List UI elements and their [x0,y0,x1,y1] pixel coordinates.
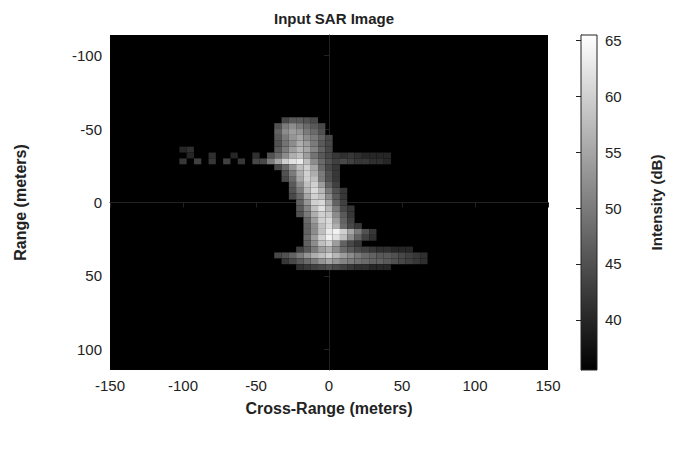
svg-text:65: 65 [605,32,622,49]
svg-text:45: 45 [605,255,622,272]
svg-text:-50: -50 [80,121,102,138]
svg-text:40: 40 [605,311,622,328]
svg-text:50: 50 [394,377,411,394]
svg-text:50: 50 [85,267,102,284]
svg-text:Range (meters): Range (meters) [12,144,29,260]
svg-text:0: 0 [325,377,333,394]
svg-text:60: 60 [605,88,622,105]
svg-text:50: 50 [605,200,622,217]
svg-text:150: 150 [535,377,560,394]
svg-text:100: 100 [77,341,102,358]
svg-text:100: 100 [462,377,487,394]
svg-text:0: 0 [94,194,102,211]
svg-text:-100: -100 [72,47,102,64]
svg-text:Input SAR Image: Input SAR Image [274,10,394,27]
svg-text:-50: -50 [245,377,267,394]
svg-text:55: 55 [605,144,622,161]
svg-text:-100: -100 [168,377,198,394]
svg-text:Intensity (dB): Intensity (dB) [648,155,665,251]
svg-text:-150: -150 [95,377,125,394]
svg-text:Cross-Range (meters): Cross-Range (meters) [245,400,412,417]
